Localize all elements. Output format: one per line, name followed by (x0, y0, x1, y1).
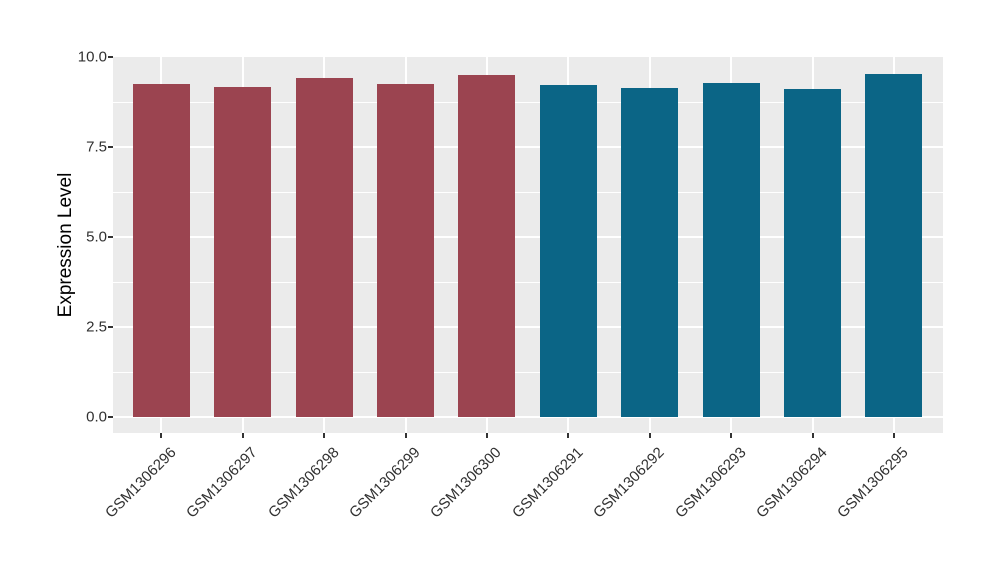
bar-GSM1306296 (132, 84, 190, 417)
y-tick-label: 7.5 (86, 138, 107, 156)
x-tick-label-GSM1306296: GSM1306296 (101, 444, 180, 522)
y-tick-mark (108, 56, 113, 58)
x-tick-label-GSM1306299: GSM1306299 (346, 444, 424, 522)
x-tick-label-GSM1306297: GSM1306297 (183, 444, 261, 522)
x-tick-label-GSM1306293: GSM1306293 (671, 444, 750, 522)
y-tick-label: 0.0 (86, 408, 107, 426)
y-tick-mark (108, 236, 113, 238)
minor-gridline (113, 281, 943, 283)
bar-GSM1306291 (539, 85, 597, 417)
major-gridline (113, 236, 943, 238)
bar-GSM1306300 (458, 75, 516, 417)
x-tick-mark (160, 433, 163, 438)
x-tick-mark (404, 433, 407, 438)
x-tick-mark (811, 433, 814, 438)
major-gridline (113, 326, 943, 328)
major-gridline (113, 146, 943, 148)
x-tick-mark (648, 433, 651, 438)
minor-gridline (113, 101, 943, 103)
y-tick-mark (108, 416, 113, 418)
minor-gridline (113, 371, 943, 373)
x-tick-mark (485, 433, 488, 438)
x-tick-label-GSM1306298: GSM1306298 (264, 444, 343, 522)
major-gridline (113, 416, 943, 418)
bar-GSM1306299 (377, 84, 434, 417)
y-tick-label: 5.0 (86, 228, 107, 246)
x-tick-label-GSM1306292: GSM1306292 (590, 444, 668, 522)
x-tick-mark (567, 433, 570, 438)
x-tick-mark (892, 433, 895, 438)
bar-GSM1306297 (214, 87, 272, 417)
bar-GSM1306292 (621, 88, 679, 417)
y-axis-title: Expression Level (55, 172, 76, 318)
x-tick-label-GSM1306294: GSM1306294 (753, 444, 831, 522)
y-tick-mark (108, 146, 113, 148)
plot-panel (113, 57, 943, 433)
bar-GSM1306293 (702, 83, 760, 417)
minor-gridline (113, 191, 943, 193)
x-tick-mark (323, 433, 326, 438)
y-tick-label: 10.0 (77, 48, 107, 66)
y-tick-label: 2.5 (86, 318, 107, 336)
x-tick-mark (241, 433, 244, 438)
x-tick-label-GSM1306300: GSM1306300 (427, 444, 505, 522)
x-tick-label-GSM1306295: GSM1306295 (834, 444, 912, 522)
bar-GSM1306295 (865, 74, 923, 417)
x-tick-label-GSM1306291: GSM1306291 (508, 444, 587, 522)
y-tick-mark (108, 326, 113, 328)
x-tick-mark (730, 433, 733, 438)
bar-GSM1306298 (295, 78, 353, 417)
bar-GSM1306294 (784, 89, 841, 417)
